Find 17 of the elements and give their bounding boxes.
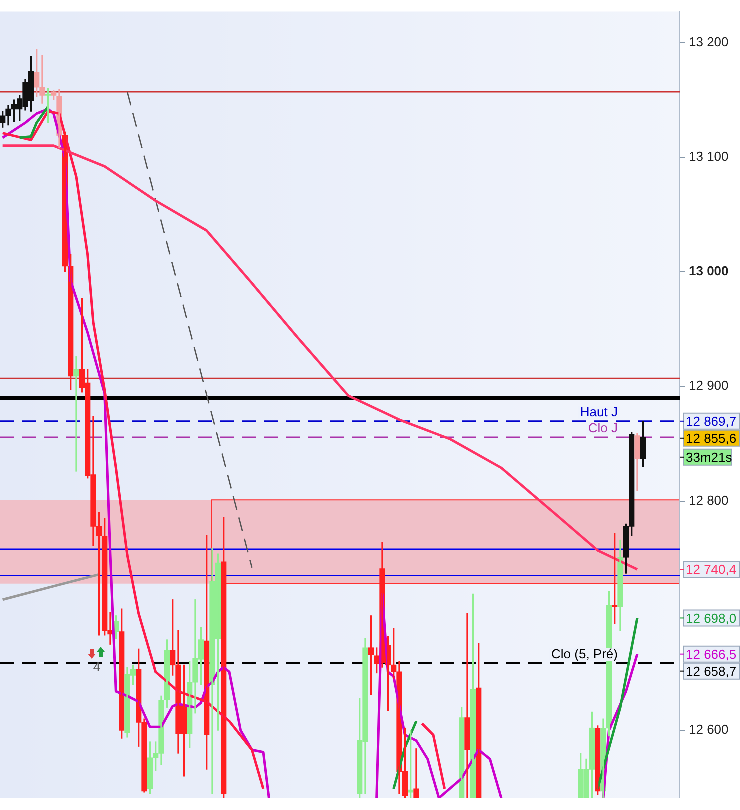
y-tick-label: 13 100 (689, 148, 729, 164)
text: 12 666,5 (686, 646, 737, 662)
ref-line-label: Clo J (588, 420, 618, 436)
text: 33m21s (686, 450, 733, 465)
text: 12 855,6 (686, 430, 737, 446)
y-tick-label: 13 000 (689, 264, 729, 279)
ref-line-label: Clo (5, Pré) (552, 646, 618, 662)
y-tick-label: 13 200 (689, 34, 729, 50)
y-tick-label: 12 800 (689, 492, 729, 508)
text: 12 658,7 (686, 664, 737, 679)
text: 12 740,4 (686, 562, 737, 578)
ref-line-label: Haut J (580, 404, 618, 420)
annotation: 4 (93, 660, 101, 675)
text: 12 869,7 (686, 414, 737, 429)
text: 12 698,0 (686, 610, 737, 626)
y-tick-label: 12 600 (689, 722, 729, 738)
y-tick-label: 12 900 (689, 378, 729, 394)
